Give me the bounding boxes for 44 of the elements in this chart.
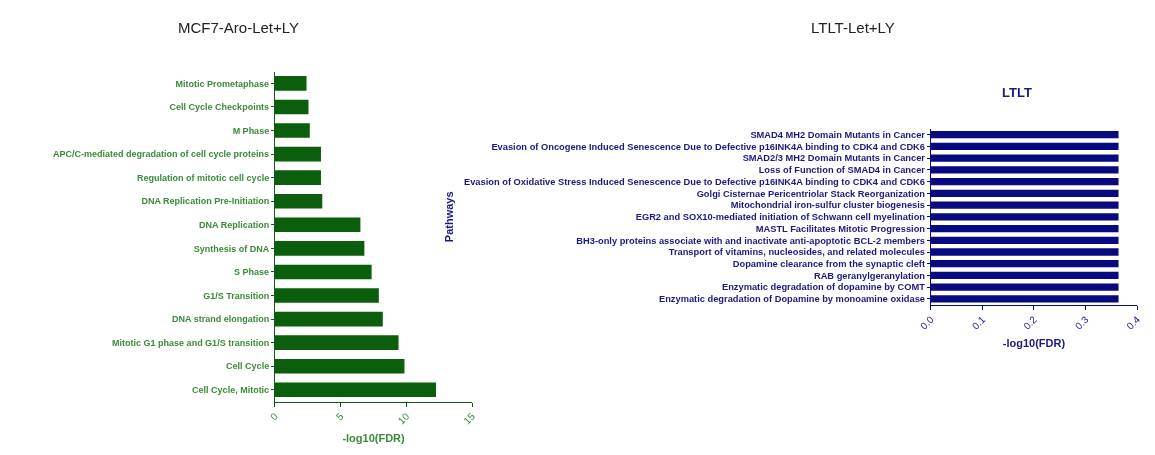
x-tick-label: 0.0 [918, 313, 937, 332]
x-tick-label: 0.2 [1021, 313, 1040, 332]
chart-title: LTLT-Let+LY [811, 19, 895, 36]
x-tick-label: 0.1 [969, 313, 988, 332]
y-tick-label: Golgi Cisternae Pericentriolar Stack Reorganization [696, 188, 926, 199]
y-tick-label: Evasion of Oxidative Stress Induced Senescence Due to Defective p16INK4A binding to CDK4 and CDK6 [464, 176, 926, 187]
y-tick-label: Cell Cycle Checkpoints [169, 102, 270, 113]
y-tick-label: SMAD2/3 MH2 Domain Mutants in Cancer [742, 153, 926, 164]
y-tick-label: Mitochondrial iron-sulfur cluster biogenesis [730, 200, 926, 211]
y-tick-label: Transport of vitamins, nucleosides, and related molecules [668, 247, 926, 258]
y-tick-label: Synthesis of DNA [193, 243, 270, 254]
y-tick-label: APC/C-mediated degradation of cell cycle proteins [53, 149, 270, 160]
y-tick-label: Cell Cycle [226, 361, 270, 372]
y-tick-label: DNA strand elongation [171, 314, 270, 325]
x-tick-label: 10 [395, 410, 412, 427]
y-tick-label: Cell Cycle, Mitotic [192, 384, 270, 395]
y-tick-label: DNA Replication Pre-Initiation [141, 196, 270, 207]
chart-subtitle: LTLT [1002, 85, 1032, 100]
x-tick-label: 5 [333, 410, 346, 423]
y-tick-label: Regulation of mitotic cell cycle [137, 172, 270, 183]
x-axis-title: -log10(FDR) [1002, 336, 1066, 349]
y-tick-label: BH3-only proteins associate with and inactivate anti-apoptotic BCL-2 members [576, 235, 926, 246]
y-tick-label: Enzymatic degradation of Dopamine by monoamine oxidase [658, 294, 926, 305]
x-tick-label: 0 [268, 410, 281, 423]
chart-title: MCF7-Aro-Let+LY [178, 19, 300, 36]
x-tick-label: 15 [461, 410, 478, 427]
y-tick-label: Loss of Function of SMAD4 in Cancer [758, 165, 926, 176]
y-tick-label: SMAD4 MH2 Domain Mutants in Cancer [750, 129, 926, 140]
y-tick-label: EGR2 and SOX10-mediated initiation of Schwann cell myelination [635, 212, 926, 223]
y-tick-label: S Phase [234, 267, 270, 278]
y-tick-label: Dopamine clearance from the synaptic cleft [732, 258, 926, 269]
y-tick-label: Enzymatic degradation of dopamine by COMT [721, 282, 926, 293]
y-tick-label: M Phase [232, 125, 270, 136]
y-tick-label: RAB geranylgeranylation [813, 270, 926, 281]
x-axis-title: -log10(FDR) [342, 431, 406, 444]
y-tick-label: Mitotic G1 phase and G1/S transition [112, 337, 270, 348]
y-tick-label: MASTL Facilitates Mitotic Progression [755, 223, 926, 234]
x-tick-label: 0.3 [1072, 313, 1091, 332]
x-tick-label: 0.4 [1124, 313, 1143, 332]
y-tick-label: DNA Replication [198, 219, 270, 230]
y-tick-label: G1/S Transition [203, 290, 270, 301]
y-axis-title: Pathways [442, 191, 455, 243]
y-tick-label: Evasion of Oncogene Induced Senescence Due to Defective p16INK4A binding to CDK4 and CDK6 [491, 141, 926, 152]
y-tick-label: Mitotic Prometaphase [175, 78, 270, 89]
